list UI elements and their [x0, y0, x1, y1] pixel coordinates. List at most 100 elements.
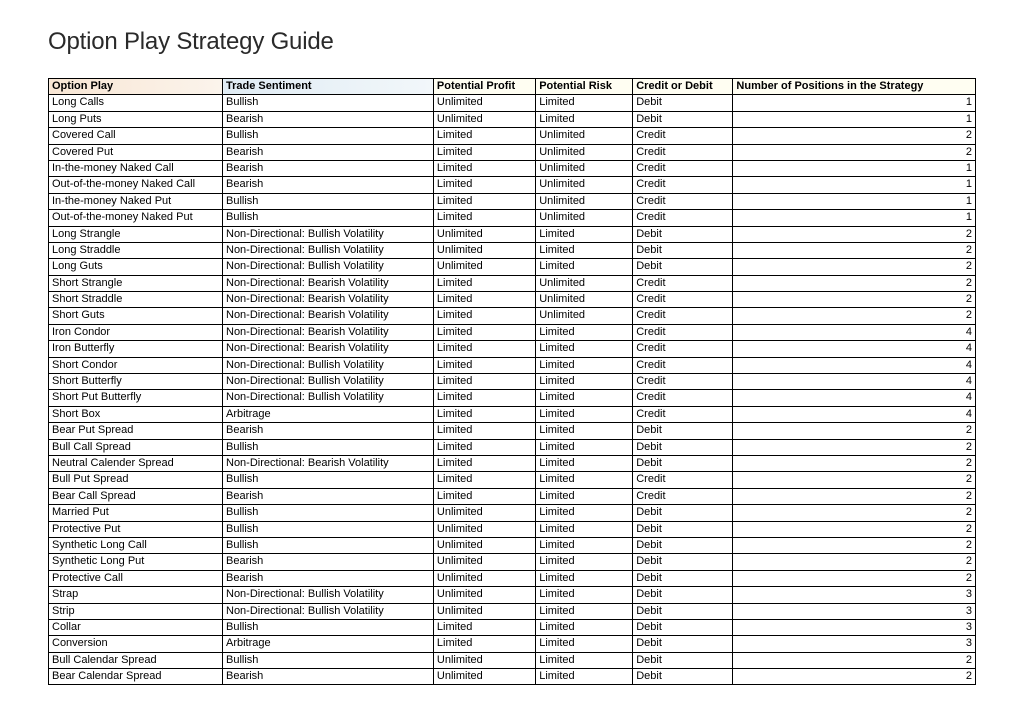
table-cell: Limited: [433, 406, 535, 422]
table-cell: Debit: [633, 505, 733, 521]
table-cell: Unlimited: [433, 554, 535, 570]
table-cell: Limited: [433, 160, 535, 176]
table-cell: Limited: [536, 652, 633, 668]
table-cell: 2: [733, 554, 976, 570]
table-cell: Credit: [633, 210, 733, 226]
table-cell: Credit: [633, 324, 733, 340]
table-cell: Debit: [633, 226, 733, 242]
table-cell: Debit: [633, 111, 733, 127]
table-cell: Credit: [633, 292, 733, 308]
table-cell: Unlimited: [433, 603, 535, 619]
table-cell: Limited: [536, 226, 633, 242]
table-cell: Credit: [633, 308, 733, 324]
table-cell: Unlimited: [536, 177, 633, 193]
table-cell: Limited: [536, 111, 633, 127]
table-cell: Unlimited: [433, 669, 535, 685]
table-cell: Unlimited: [433, 259, 535, 275]
table-cell: Bullish: [223, 128, 434, 144]
table-row: Short Put ButterflyNon-Directional: Bull…: [49, 390, 976, 406]
table-row: Iron ButterflyNon-Directional: Bearish V…: [49, 341, 976, 357]
table-cell: Unlimited: [433, 587, 535, 603]
table-cell: Bearish: [223, 160, 434, 176]
table-cell: 4: [733, 357, 976, 373]
table-cell: Limited: [433, 636, 535, 652]
table-cell: Protective Call: [49, 570, 223, 586]
col-option-play: Option Play: [49, 79, 223, 95]
table-cell: Unlimited: [433, 505, 535, 521]
col-num-positions: Number of Positions in the Strategy: [733, 79, 976, 95]
table-cell: Iron Condor: [49, 324, 223, 340]
table-row: Protective PutBullishUnlimitedLimitedDeb…: [49, 521, 976, 537]
table-cell: Short Put Butterfly: [49, 390, 223, 406]
table-cell: 2: [733, 144, 976, 160]
table-cell: Credit: [633, 390, 733, 406]
table-cell: Debit: [633, 603, 733, 619]
table-row: Bear Call SpreadBearishLimitedLimitedCre…: [49, 488, 976, 504]
table-cell: Arbitrage: [223, 406, 434, 422]
table-cell: 1: [733, 160, 976, 176]
table-cell: Long Calls: [49, 95, 223, 111]
table-cell: In-the-money Naked Put: [49, 193, 223, 209]
table-cell: Bullish: [223, 193, 434, 209]
table-cell: Short Straddle: [49, 292, 223, 308]
table-row: StrapNon-Directional: Bullish Volatility…: [49, 587, 976, 603]
table-cell: Bearish: [223, 177, 434, 193]
table-row: Covered PutBearishLimitedUnlimitedCredit…: [49, 144, 976, 160]
table-cell: Non-Directional: Bullish Volatility: [223, 226, 434, 242]
table-cell: Unlimited: [433, 95, 535, 111]
table-cell: Limited: [433, 308, 535, 324]
table-cell: Limited: [433, 324, 535, 340]
table-cell: Non-Directional: Bearish Volatility: [223, 324, 434, 340]
table-cell: Credit: [633, 160, 733, 176]
table-cell: 2: [733, 455, 976, 471]
table-cell: Limited: [536, 341, 633, 357]
table-cell: Limited: [433, 619, 535, 635]
table-cell: Limited: [536, 242, 633, 258]
table-cell: 2: [733, 128, 976, 144]
table-cell: Bullish: [223, 652, 434, 668]
table-cell: Limited: [536, 472, 633, 488]
table-cell: Credit: [633, 374, 733, 390]
table-cell: Limited: [536, 603, 633, 619]
table-row: CollarBullishLimitedLimitedDebit3: [49, 619, 976, 635]
table-cell: 4: [733, 406, 976, 422]
table-cell: Bear Calendar Spread: [49, 669, 223, 685]
table-cell: Debit: [633, 669, 733, 685]
table-cell: Unlimited: [536, 193, 633, 209]
table-cell: Limited: [536, 439, 633, 455]
table-cell: Arbitrage: [223, 636, 434, 652]
table-row: Protective CallBearishUnlimitedLimitedDe…: [49, 570, 976, 586]
table-cell: Credit: [633, 193, 733, 209]
table-cell: Bearish: [223, 111, 434, 127]
table-cell: Credit: [633, 128, 733, 144]
table-cell: 2: [733, 505, 976, 521]
table-cell: Limited: [433, 144, 535, 160]
page-title: Option Play Strategy Guide: [48, 28, 976, 56]
table-row: Long CallsBullishUnlimitedLimitedDebit1: [49, 95, 976, 111]
table-cell: Unlimited: [536, 128, 633, 144]
table-cell: Limited: [536, 357, 633, 373]
table-cell: Debit: [633, 619, 733, 635]
table-row: Short ButterflyNon-Directional: Bullish …: [49, 374, 976, 390]
table-cell: 2: [733, 292, 976, 308]
table-cell: Bullish: [223, 210, 434, 226]
table-row: Out-of-the-money Naked CallBearishLimite…: [49, 177, 976, 193]
table-cell: Credit: [633, 488, 733, 504]
table-cell: Limited: [536, 324, 633, 340]
table-cell: Limited: [433, 472, 535, 488]
table-row: Out-of-the-money Naked PutBullishLimited…: [49, 210, 976, 226]
table-cell: Non-Directional: Bullish Volatility: [223, 259, 434, 275]
table-cell: Debit: [633, 439, 733, 455]
table-cell: 1: [733, 210, 976, 226]
table-cell: 2: [733, 652, 976, 668]
table-cell: Non-Directional: Bullish Volatility: [223, 390, 434, 406]
table-cell: Credit: [633, 472, 733, 488]
table-cell: Short Guts: [49, 308, 223, 324]
table-row: Short StrangleNon-Directional: Bearish V…: [49, 275, 976, 291]
table-cell: Bullish: [223, 521, 434, 537]
table-cell: Limited: [536, 95, 633, 111]
table-cell: Limited: [433, 210, 535, 226]
table-cell: Limited: [536, 554, 633, 570]
table-row: Long GutsNon-Directional: Bullish Volati…: [49, 259, 976, 275]
table-cell: Unlimited: [433, 521, 535, 537]
